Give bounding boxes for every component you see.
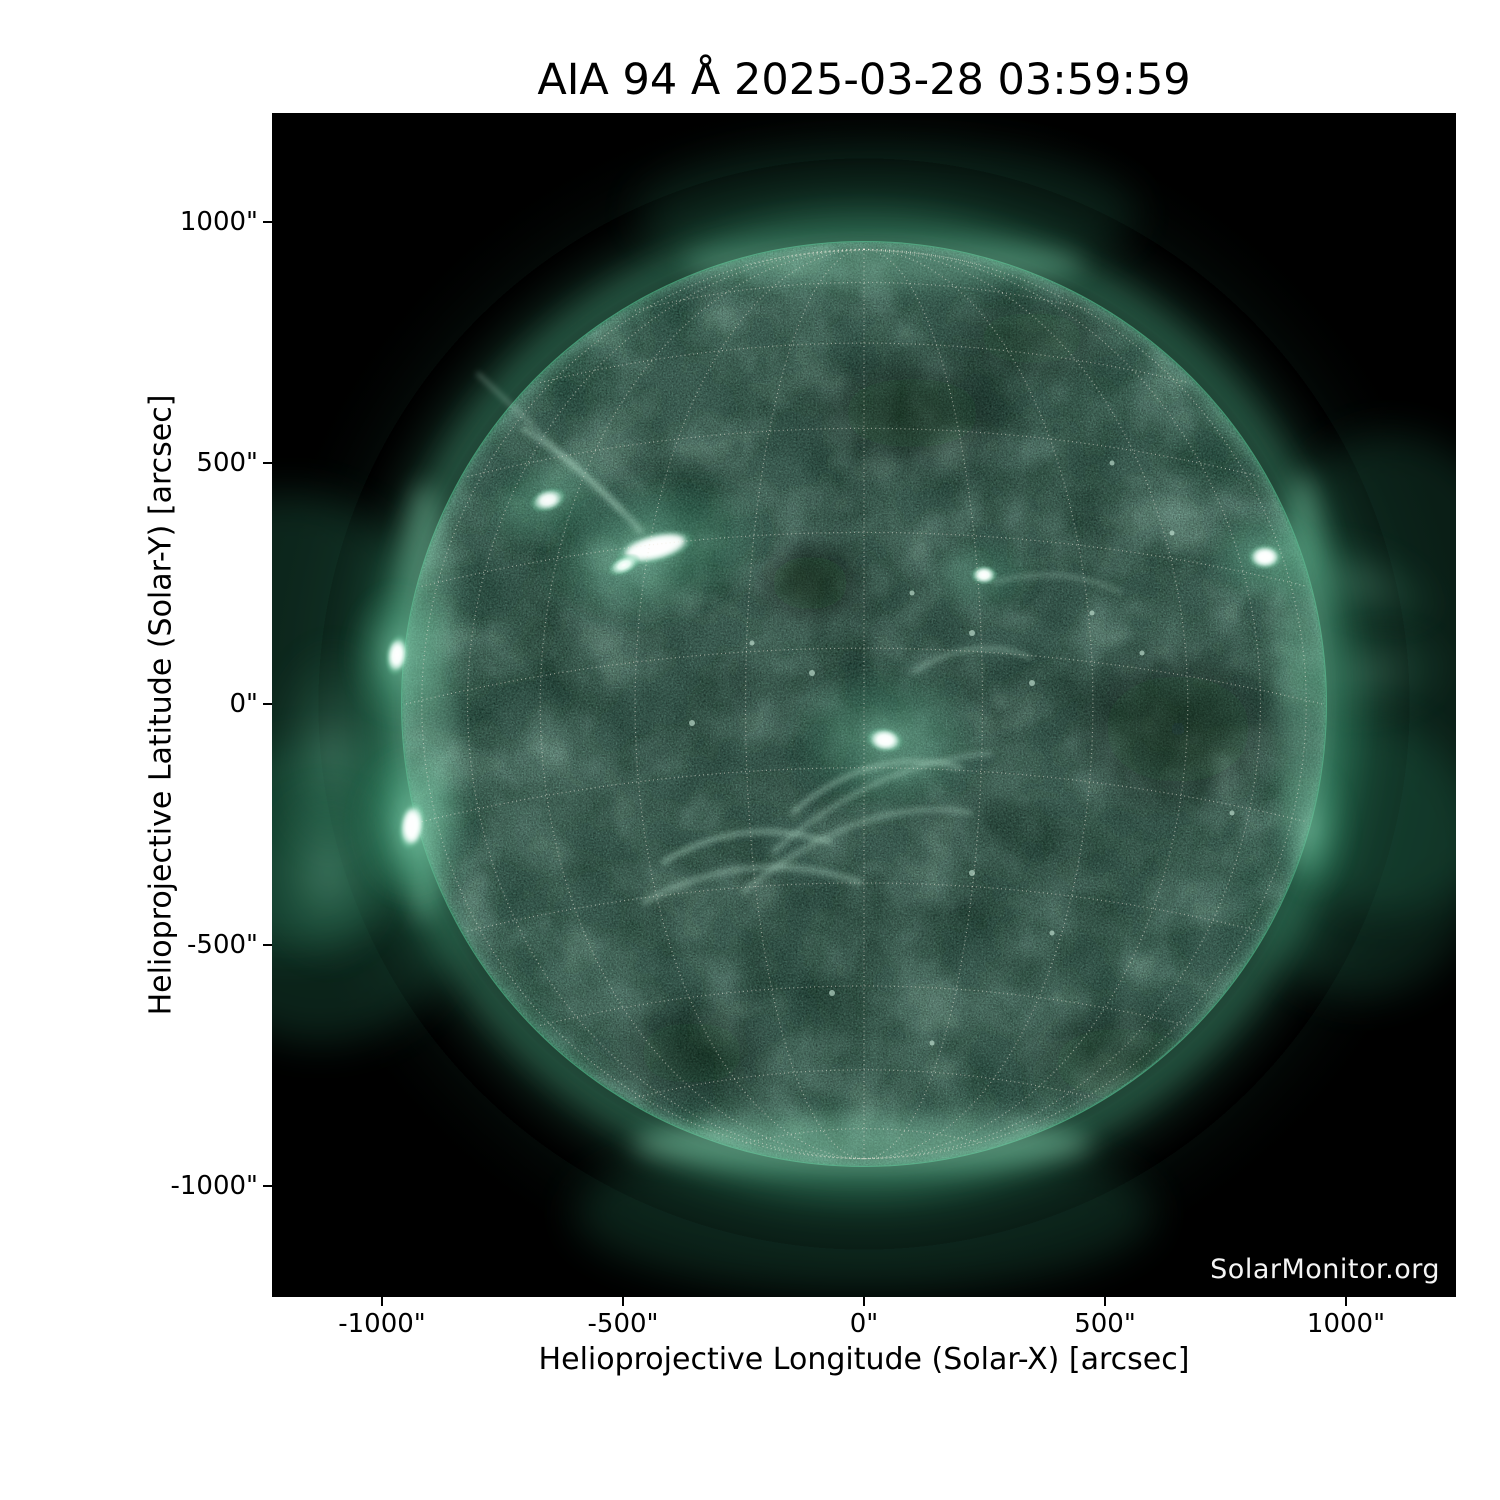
y-tick-label: 0" [229,689,258,719]
y-tick-mark [263,221,272,223]
active-regions [272,371,1456,1046]
watermark: SolarMonitor.org [1210,1254,1440,1285]
y-tick-label: 500" [196,448,258,478]
coronal-loops [475,371,1123,906]
x-tick-label: -1000" [338,1309,426,1339]
x-tick-mark [622,1297,624,1306]
x-tick-mark [381,1297,383,1306]
x-tick-label: 1000" [1306,1309,1386,1339]
dark-regions [607,298,1293,1118]
x-tick-label: 0" [849,1309,879,1339]
solar-disk-image [272,113,1456,1297]
bright-points [689,460,1235,1046]
x-tick-mark [1345,1297,1347,1306]
x-axis-label: Helioprojective Longitude (Solar-X) [arc… [538,1342,1190,1377]
plot-title: AIA 94 Å 2025-03-28 03:59:59 [537,55,1191,105]
heliographic-grid [405,248,1323,1160]
y-tick-label: 1000" [179,207,258,237]
x-tick-mark [1104,1297,1106,1306]
x-tick-mark [863,1297,865,1306]
y-tick-label: -1000" [170,1171,258,1201]
plot-area: SolarMonitor.org [272,113,1456,1297]
y-tick-mark [263,462,272,464]
y-tick-label: -500" [187,930,258,960]
x-tick-label: -500" [587,1309,659,1339]
y-tick-mark [263,1185,272,1187]
y-tick-mark [263,944,272,946]
x-tick-label: 500" [1074,1309,1136,1339]
y-tick-mark [263,703,272,705]
